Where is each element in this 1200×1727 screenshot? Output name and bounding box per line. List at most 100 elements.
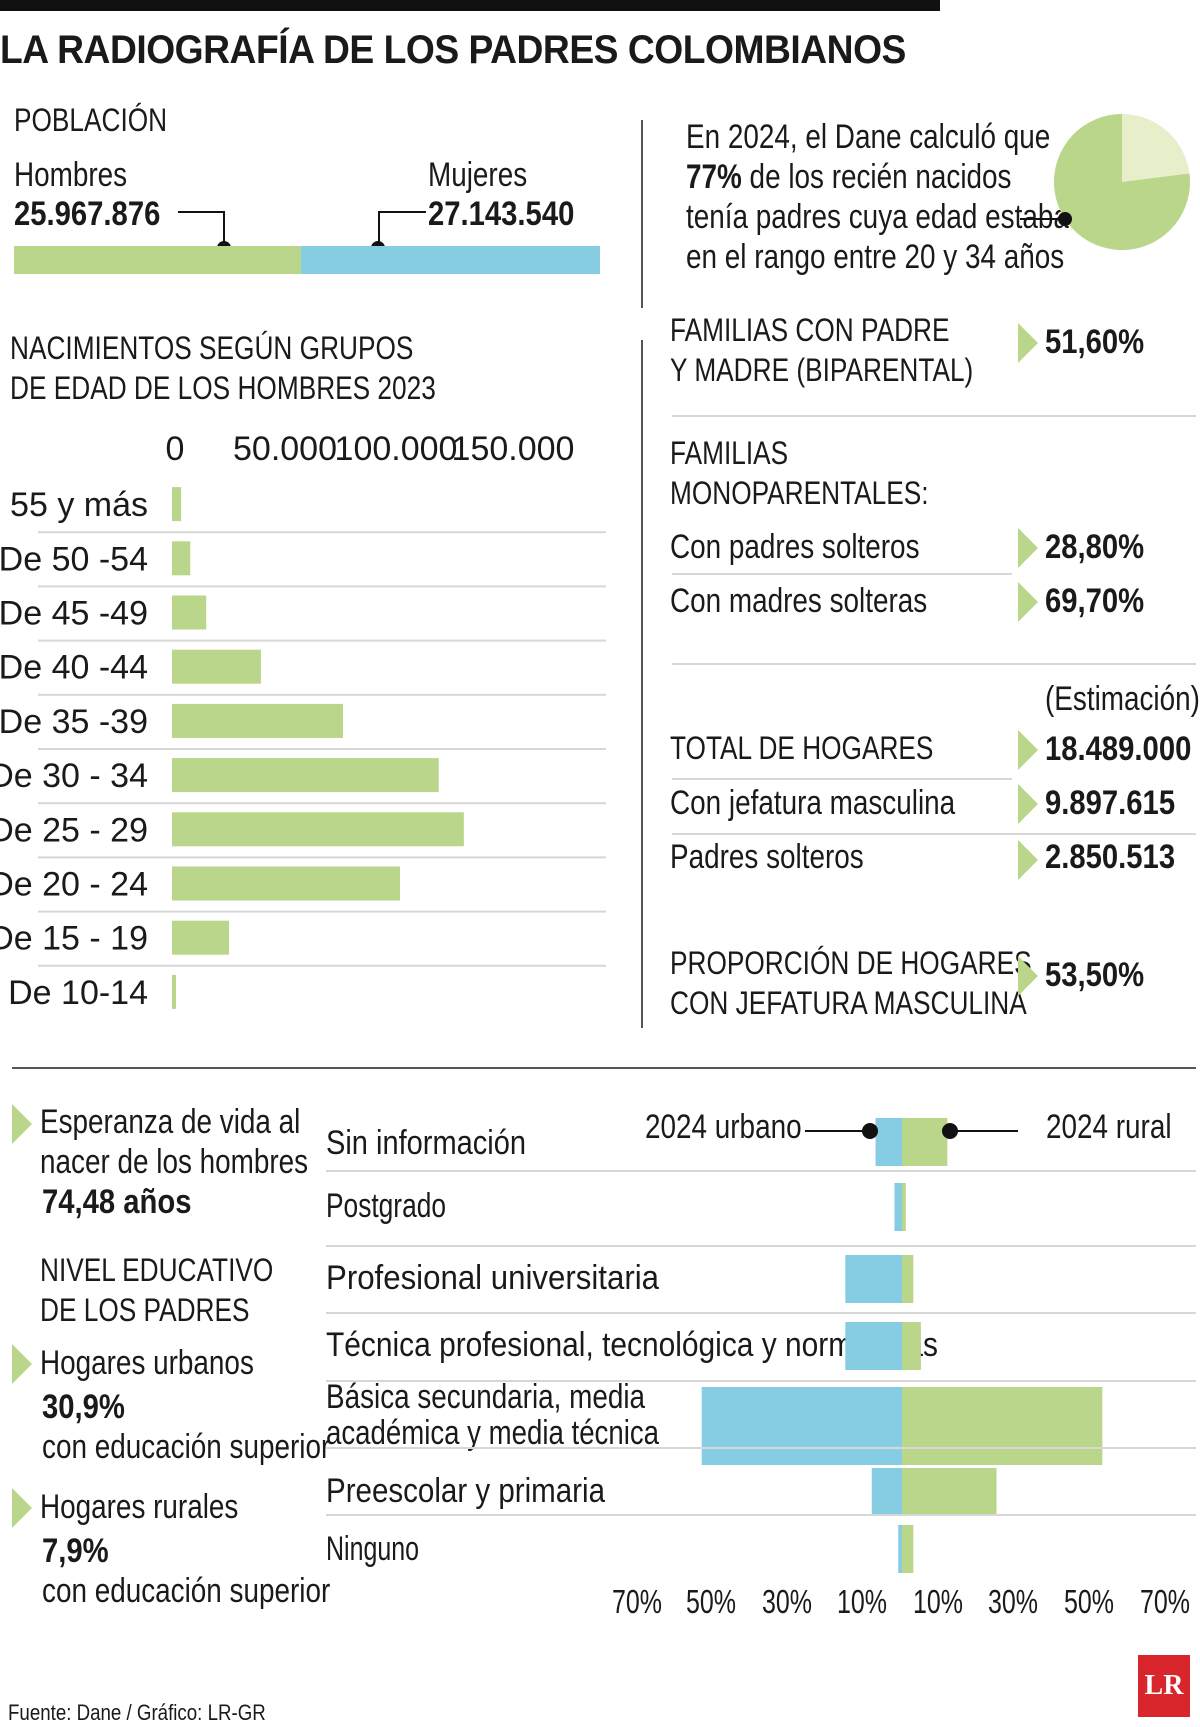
jefatura-value: 9.897.615 (1045, 784, 1176, 822)
triangle-icon (1018, 323, 1038, 363)
men-value: 25.967.876 (14, 195, 161, 233)
births-tick-label: 50.000 (233, 430, 337, 468)
mono-label-l1: FAMILIAS (670, 435, 789, 471)
education-row-divider (326, 1170, 1196, 1172)
births-category-label: De 40 -44 (0, 649, 148, 687)
dane-pct: 77% (686, 158, 742, 196)
life-line2: nacer de los hombres (40, 1143, 309, 1181)
padres-solteros-label: Padres solteros (670, 838, 864, 876)
births-bar (172, 703, 343, 738)
education-category-label: Ninguno (326, 1530, 419, 1568)
legend-urban-dot (862, 1123, 878, 1139)
solteros-value: 28,80% (1045, 528, 1145, 566)
proporcion-label-l2: CON JEFATURA MASCULINA (670, 985, 1027, 1021)
births-tick-label: 150.000 (452, 430, 575, 468)
mono-label-l2: MONOPARENTALES: (670, 475, 929, 511)
men-bar (14, 246, 301, 274)
divider (672, 833, 1196, 835)
rural-label: Hogares rurales (40, 1488, 239, 1526)
rural-bar (902, 1183, 906, 1231)
estimacion-note: (Estimación) (1045, 680, 1200, 718)
births-tick-label: 100.000 (335, 430, 458, 468)
births-row-divider (38, 802, 606, 805)
births-category-label: De 10-14 (8, 974, 148, 1010)
page-title: LA RADIOGRAFÍA DE LOS PADRES COLOMBIANOS (0, 28, 906, 72)
women-bar (301, 246, 600, 274)
births-bar (172, 595, 207, 630)
births-category-label: De 35 -39 (0, 703, 148, 741)
education-heading-l1: NIVEL EDUCATIVO (40, 1252, 274, 1288)
education-tick-label: 50% (686, 1583, 736, 1620)
solteras-value: 69,70% (1045, 582, 1145, 620)
births-bar (172, 758, 439, 793)
education-category-label: Técnica profesional, tecnológica y norma… (326, 1326, 938, 1364)
births-category-label: De 50 -54 (0, 540, 148, 578)
urban-bar (894, 1183, 902, 1231)
education-row-divider (326, 1245, 1196, 1247)
education-tick-label: 10% (837, 1583, 887, 1620)
legend-urban-leader (805, 1130, 871, 1132)
biparental-label-l2: Y MADRE (BIPARENTAL) (670, 352, 974, 388)
education-row-divider (326, 1447, 1196, 1449)
urban-bar (845, 1322, 902, 1370)
education-category-label: Postgrado (326, 1187, 446, 1225)
urban-bar (871, 1468, 902, 1516)
dane-line1: En 2024, el Dane calculó que (686, 118, 1051, 156)
education-tick-label: 70% (1140, 1583, 1190, 1620)
education-category-label: Profesional universitaria (326, 1259, 659, 1297)
births-bar (172, 974, 176, 1009)
births-row-divider (38, 964, 606, 967)
pie-dot (1058, 212, 1072, 226)
education-tick-label: 30% (988, 1583, 1038, 1620)
poblacion-heading: POBLACIÓN (14, 102, 168, 138)
total-value: 18.489.000 (1045, 730, 1192, 768)
solteras-label: Con madres solteras (670, 582, 928, 620)
births-bar (172, 487, 182, 522)
births-row-divider (38, 910, 606, 913)
triangle-icon (1018, 730, 1038, 770)
urban-bar (701, 1387, 902, 1465)
urban-value: 30,9% (42, 1388, 125, 1426)
men-label: Hombres (14, 156, 128, 194)
education-category-label: Sin información (326, 1124, 526, 1162)
lr-logo: LR (1138, 1655, 1190, 1717)
total-label: TOTAL DE HOGARES (670, 730, 934, 766)
urban-bar (845, 1255, 902, 1303)
rural-bar (902, 1468, 997, 1516)
proporcion-label-l1: PROPORCIÓN DE HOGARES (670, 945, 1032, 981)
births-category-label: De 20 - 24 (0, 866, 148, 904)
births-row-divider (38, 856, 606, 859)
births-bar (172, 920, 229, 955)
births-category-label: De 30 - 34 (0, 757, 148, 795)
education-tick-label: 50% (1064, 1583, 1114, 1620)
education-row-divider (326, 1312, 1196, 1314)
dane-line3: tenía padres cuya edad estaba (686, 198, 1069, 236)
rural-bar (902, 1322, 921, 1370)
triangle-icon (1018, 956, 1038, 996)
triangle-icon (12, 1344, 32, 1384)
legend-rural-dot (942, 1123, 958, 1139)
births-tick-label: 0 (166, 430, 185, 468)
divider (672, 415, 1196, 417)
women-leader-h (378, 211, 426, 213)
births-row-divider (38, 693, 606, 696)
men-leader-h (178, 211, 224, 213)
men-leader-v (223, 211, 225, 245)
pie-chart (1054, 114, 1190, 251)
births-row-divider (38, 531, 606, 534)
education-tick-label: 10% (913, 1583, 963, 1620)
biparental-value: 51,60% (1045, 323, 1145, 361)
births-bar (172, 866, 400, 901)
triangle-icon (1018, 582, 1038, 622)
divider (672, 573, 1012, 575)
rural-value: 7,9% (42, 1532, 109, 1570)
triangle-icon (1018, 528, 1038, 568)
births-bar (172, 649, 261, 684)
pie-slice-77 (1054, 114, 1190, 251)
births-heading-l2: DE EDAD DE LOS HOMBRES 2023 (10, 370, 436, 406)
education-category-label: académica y media técnica (326, 1414, 659, 1452)
divider-top (641, 120, 643, 308)
dane-line4: en el rango entre 20 y 34 años (686, 238, 1065, 276)
triangle-icon (12, 1488, 32, 1528)
births-category-label: De 15 - 19 (0, 920, 148, 958)
